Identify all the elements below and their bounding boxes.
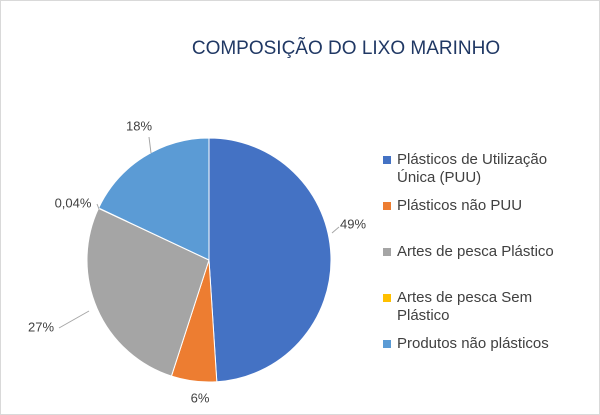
leader-line (58, 310, 90, 329)
legend-label: Plásticos de Utilização Única (PUU) (397, 151, 548, 186)
pie-slice (86, 207, 210, 377)
leader-line (96, 203, 100, 210)
legend-swatch (383, 156, 391, 164)
leader-line (331, 226, 340, 234)
legend-swatch (383, 248, 391, 256)
pie-slice (208, 137, 332, 383)
legend-item: Produtos não plásticos (383, 335, 583, 381)
legend-label: Produtos não plásticos (397, 335, 549, 352)
legend-item: Artes de pesca Sem Plástico (383, 289, 583, 335)
data-label: 18% (126, 118, 152, 133)
legend-item: Plásticos de Utilização Única (PUU) (383, 151, 583, 197)
data-label: 49% (340, 216, 366, 231)
legend: Plásticos de Utilização Única (PUU) Plást… (383, 151, 583, 381)
legend-label: Artes de pesca Sem Plástico (397, 289, 533, 324)
legend-swatch (383, 202, 391, 210)
legend-item: Artes de pesca Plástico (383, 243, 583, 289)
legend-label: Artes de pesca Plástico (397, 243, 554, 260)
legend-label: Plásticos não PUU (397, 197, 523, 214)
chart-title: COMPOSIÇÃO DO LIXO MARINHO (192, 37, 500, 59)
data-label: 0,04% (55, 195, 92, 210)
pie-slice (97, 137, 210, 261)
legend-swatch (383, 340, 391, 348)
leader-line (148, 136, 152, 154)
legend-swatch (383, 294, 391, 302)
legend-item: Plásticos não PUU (383, 197, 583, 243)
data-label: 27% (28, 319, 54, 334)
data-label: 6% (191, 390, 210, 405)
